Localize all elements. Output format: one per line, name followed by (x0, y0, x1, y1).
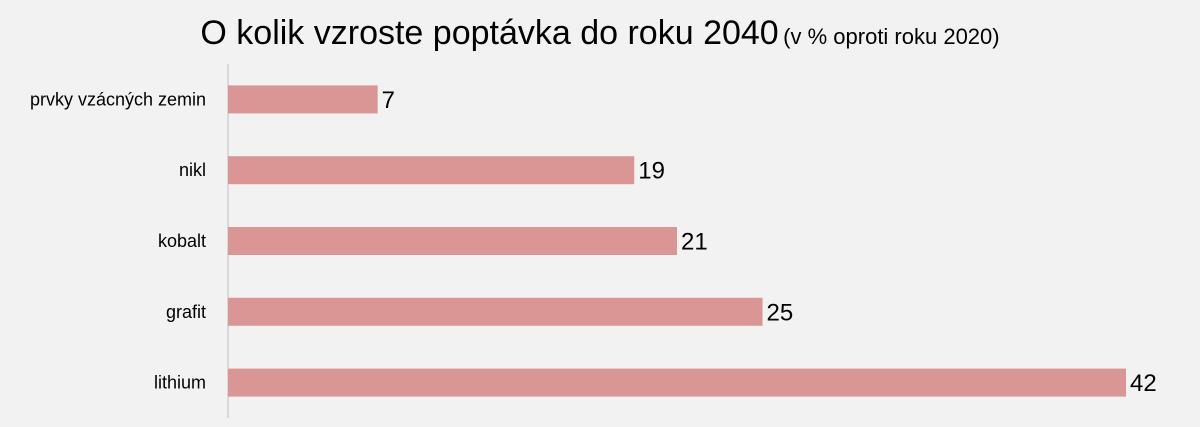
category-label: nikl (179, 160, 206, 180)
bar (228, 368, 1126, 397)
data-label: 7 (382, 87, 395, 114)
category-label: kobalt (158, 231, 206, 251)
category-label: prvky vzácných zemin (30, 89, 206, 109)
data-label: 42 (1130, 370, 1157, 397)
bar (228, 227, 677, 255)
category-label: grafit (166, 302, 206, 322)
category-label: lithium (154, 373, 206, 393)
bar (228, 156, 635, 185)
chart-title-main: O kolik vzroste poptávka do roku 2040 (200, 14, 779, 52)
data-label: 25 (767, 299, 794, 326)
data-label: 19 (638, 158, 665, 185)
chart-subtitle: (v % oproti roku 2020) (783, 24, 1000, 49)
bar (228, 297, 763, 326)
chart-title: O kolik vzroste poptávka do roku 2040 (v… (0, 14, 1200, 53)
bar (228, 85, 378, 114)
data-label: 21 (681, 229, 708, 256)
